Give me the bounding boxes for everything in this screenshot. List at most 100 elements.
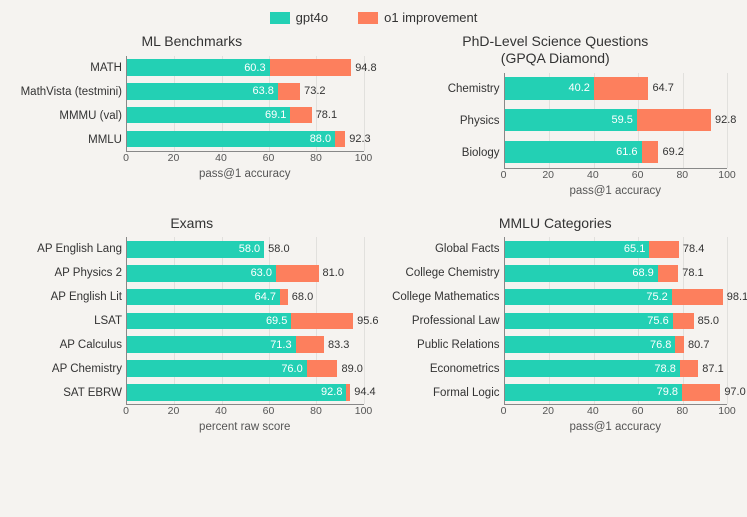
category-label: LSAT bbox=[20, 315, 122, 327]
bar-base: 78.8 bbox=[505, 360, 680, 377]
category-label: MMLU bbox=[20, 134, 122, 146]
bars-area: 60.394.863.873.269.178.188.092.3 bbox=[126, 56, 364, 152]
category-label: Public Relations bbox=[384, 339, 500, 351]
bar-row: 60.394.8 bbox=[127, 56, 364, 80]
bar-row: 61.669.2 bbox=[505, 136, 728, 168]
bar-total-label: 69.2 bbox=[662, 146, 683, 158]
category-label: AP Chemistry bbox=[20, 363, 122, 375]
y-labels: Global FactsCollege ChemistryCollege Mat… bbox=[384, 237, 504, 405]
rows-wrap: 40.264.759.592.861.669.2 bbox=[505, 73, 728, 168]
bar-improvement: 78.1 bbox=[658, 265, 678, 282]
category-label: Biology bbox=[384, 147, 500, 159]
bar-total-label: 85.0 bbox=[698, 315, 719, 327]
category-label: Chemistry bbox=[384, 83, 500, 95]
x-tick: 80 bbox=[676, 405, 688, 417]
bar-improvement: 94.8 bbox=[270, 59, 352, 76]
legend-label-base: gpt4o bbox=[296, 10, 329, 25]
bar-improvement: 94.4 bbox=[346, 384, 350, 401]
x-tick: 40 bbox=[215, 405, 227, 417]
bar-base: 79.8 bbox=[505, 384, 683, 401]
category-label: MMMU (val) bbox=[20, 110, 122, 122]
bar-base: 60.3 bbox=[127, 59, 270, 76]
bar-total-label: 98.1 bbox=[727, 291, 747, 303]
x-tick: 0 bbox=[123, 405, 129, 417]
panel-gpqa: PhD-Level Science Questions(GPQA Diamond… bbox=[384, 33, 728, 197]
bar-total-label: 89.0 bbox=[341, 363, 362, 375]
panel-title: ML Benchmarks bbox=[20, 33, 364, 50]
x-tick: 0 bbox=[123, 152, 129, 164]
x-tick: 0 bbox=[501, 405, 507, 417]
bar-improvement: 87.1 bbox=[680, 360, 698, 377]
bar-total-label: 68.0 bbox=[292, 291, 313, 303]
bar-base: 69.5 bbox=[127, 313, 291, 330]
bar-total-label: 64.7 bbox=[652, 82, 673, 94]
panel-title: MMLU Categories bbox=[384, 215, 728, 232]
bar-base: 88.0 bbox=[127, 131, 335, 148]
bar-row: 65.178.4 bbox=[505, 237, 728, 261]
plot-area: 60.394.863.873.269.178.188.092.302040608… bbox=[126, 56, 364, 180]
plot-area: 65.178.468.978.175.298.175.685.076.880.7… bbox=[504, 237, 728, 433]
bar-total-label: 87.1 bbox=[702, 363, 723, 375]
legend: gpt4o o1 improvement bbox=[20, 10, 727, 25]
bar-base: 68.9 bbox=[505, 265, 658, 282]
x-axis-label: pass@1 accuracy bbox=[126, 168, 364, 180]
legend-label-improvement: o1 improvement bbox=[384, 10, 477, 25]
x-tick: 100 bbox=[355, 152, 373, 164]
category-label: Formal Logic bbox=[384, 387, 500, 399]
category-label: AP Calculus bbox=[20, 339, 122, 351]
y-labels: ChemistryPhysicsBiology bbox=[384, 73, 504, 169]
bar-total-label: 92.3 bbox=[349, 133, 370, 145]
panel-mmlu: MMLU Categories Global FactsCollege Chemi… bbox=[384, 215, 728, 434]
bar-row: 63.873.2 bbox=[127, 80, 364, 104]
category-label: AP English Lang bbox=[20, 243, 122, 255]
bar-improvement: 73.2 bbox=[278, 83, 300, 100]
x-tick: 40 bbox=[587, 405, 599, 417]
x-tick: 60 bbox=[263, 405, 275, 417]
panel-ml: ML BenchmarksMATHMathVista (testmini)MMM… bbox=[20, 33, 364, 197]
bar-row: 68.978.1 bbox=[505, 261, 728, 285]
panel-title: PhD-Level Science Questions(GPQA Diamond… bbox=[384, 33, 728, 67]
bar-row: 76.8 80.7 bbox=[505, 333, 728, 357]
bar-base: 76.0 bbox=[127, 360, 307, 377]
category-label: MATH bbox=[20, 62, 122, 74]
legend-swatch-base bbox=[270, 12, 290, 24]
x-tick: 20 bbox=[168, 405, 180, 417]
bar-base: 64.7 bbox=[127, 289, 280, 306]
x-tick: 80 bbox=[676, 169, 688, 181]
legend-swatch-improvement bbox=[358, 12, 378, 24]
x-axis: 020406080100 bbox=[126, 152, 364, 166]
bar-row: 59.592.8 bbox=[505, 104, 728, 136]
bar-improvement: 89.0 bbox=[307, 360, 338, 377]
bar-total-label: 73.2 bbox=[304, 85, 325, 97]
bars-area: 58.058.063.081.064.768.069.595.671.383.3… bbox=[126, 237, 364, 405]
bar-row: 75.298.1 bbox=[505, 285, 728, 309]
bar-row: 69.1 78.1 bbox=[127, 103, 364, 127]
bar-base: 65.1 bbox=[505, 241, 650, 258]
bar-base: 58.0 bbox=[127, 241, 264, 258]
bar-improvement: 95.6 bbox=[291, 313, 353, 330]
bar-row: 63.081.0 bbox=[127, 261, 364, 285]
bar-improvement: 69.2 bbox=[642, 141, 659, 163]
bar-row: 92.894.4 bbox=[127, 381, 364, 405]
bar-total-label: 94.8 bbox=[355, 62, 376, 74]
x-axis: 020406080100 bbox=[504, 169, 728, 183]
bar-improvement: 81.0 bbox=[276, 265, 319, 282]
x-tick: 20 bbox=[542, 169, 554, 181]
bar-base: 75.2 bbox=[505, 289, 672, 306]
x-axis-label: pass@1 accuracy bbox=[504, 421, 728, 433]
x-tick: 60 bbox=[263, 152, 275, 164]
bar-row: 78.887.1 bbox=[505, 357, 728, 381]
bar-total-label: 97.0 bbox=[724, 386, 745, 398]
bar-row: 64.7 68.0 bbox=[127, 285, 364, 309]
category-label: AP Physics 2 bbox=[20, 267, 122, 279]
bar-improvement: 83.3 bbox=[296, 336, 324, 353]
bar-total-label: 58.0 bbox=[268, 243, 289, 255]
plot-area: 40.264.759.592.861.669.2020406080100pass… bbox=[504, 73, 728, 197]
bar-base: 76.8 bbox=[505, 336, 676, 353]
bar-base: 69.1 bbox=[127, 107, 290, 124]
chart-grid: ML BenchmarksMATHMathVista (testmini)MMM… bbox=[20, 33, 727, 433]
legend-item-base: gpt4o bbox=[270, 10, 329, 25]
bar-total-label: 80.7 bbox=[688, 339, 709, 351]
legend-item-improvement: o1 improvement bbox=[358, 10, 477, 25]
bar-total-label: 78.1 bbox=[316, 109, 337, 121]
